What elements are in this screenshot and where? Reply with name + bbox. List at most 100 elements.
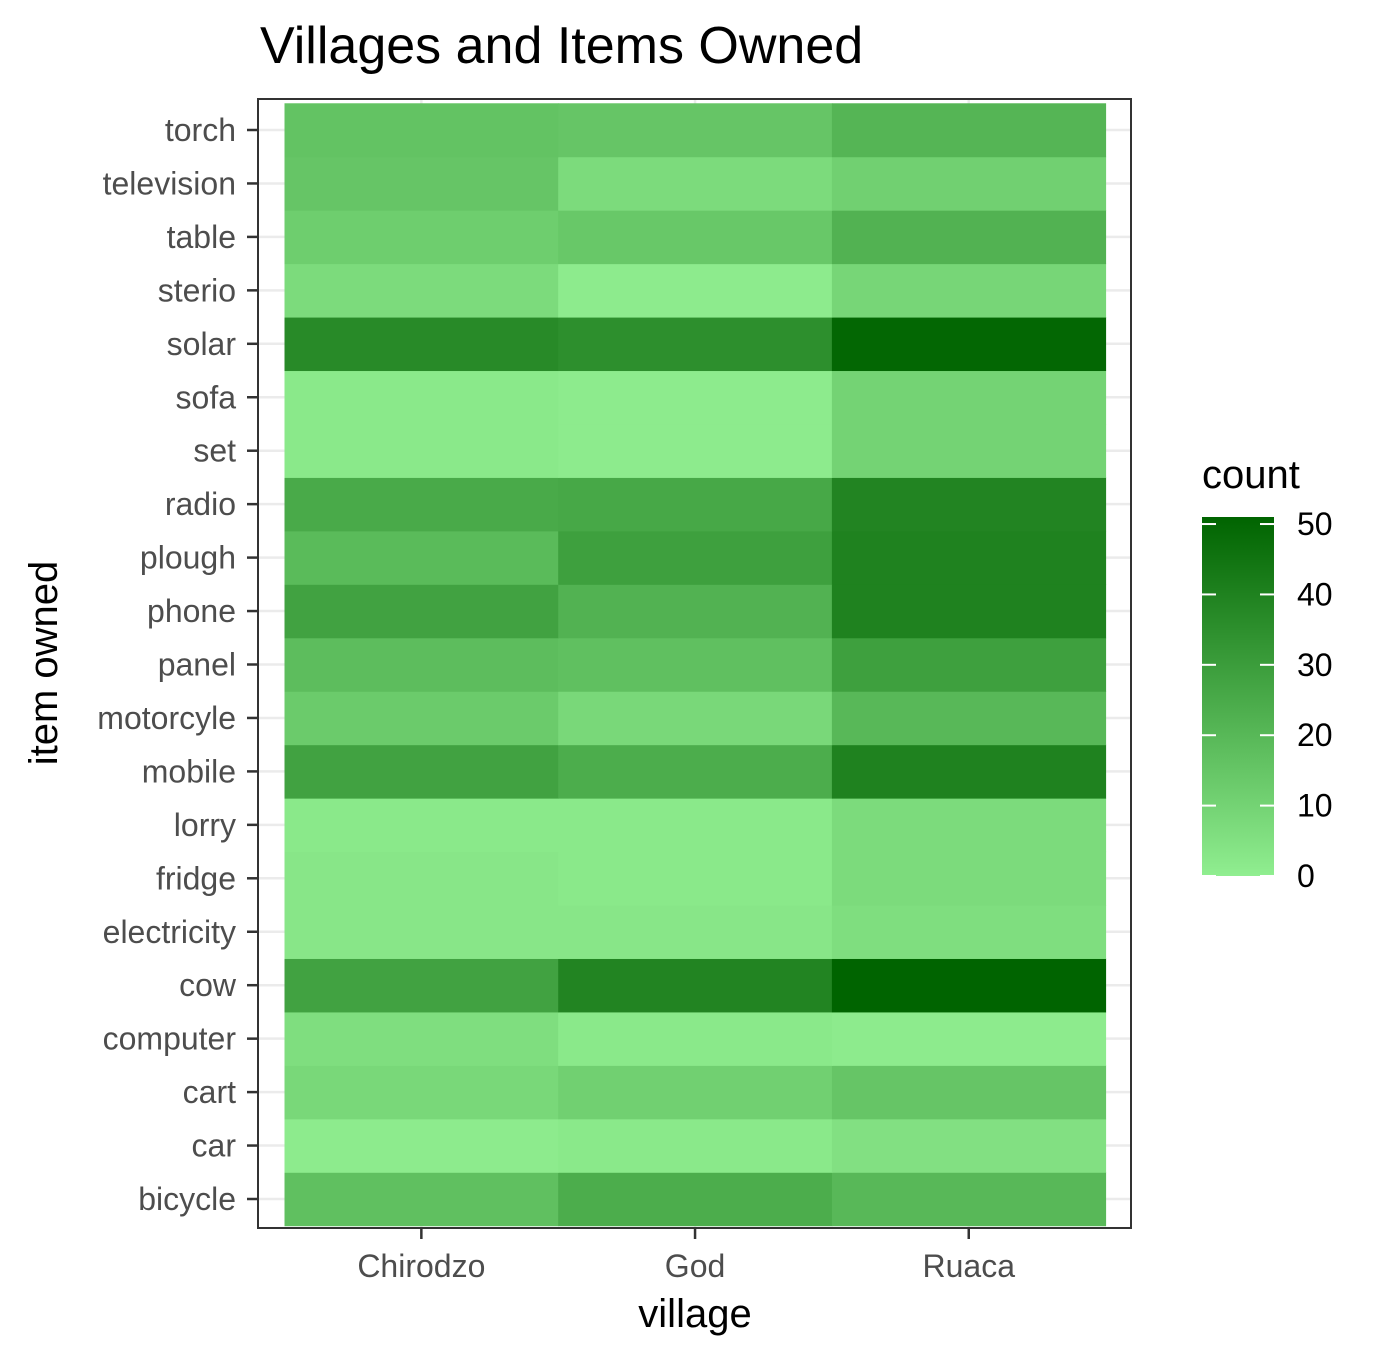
heatmap-tile	[284, 584, 559, 639]
heatmap-tile	[831, 156, 1107, 211]
y-tick-label: cow	[179, 967, 237, 1003]
heatmap-tile	[831, 370, 1107, 425]
heatmap-tile	[831, 1118, 1107, 1173]
x-tick-label: Ruaca	[923, 1248, 1016, 1284]
legend-tick-label: 30	[1297, 647, 1333, 683]
y-tick-label: cart	[183, 1074, 236, 1110]
y-tick-label: electricity	[103, 914, 236, 950]
heatmap-tile	[831, 263, 1107, 318]
heatmap-tile	[558, 584, 833, 639]
y-tick-label: radio	[165, 486, 236, 522]
heatmap-tile	[831, 423, 1107, 478]
heatmap-tile	[831, 1065, 1107, 1120]
heatmap-tile	[831, 317, 1107, 372]
heatmap-tile	[831, 1011, 1107, 1066]
y-tick-label: solar	[167, 326, 237, 362]
heatmap-tile	[284, 1172, 559, 1227]
heatmap-tile	[558, 744, 833, 799]
legend-colorbar	[1202, 517, 1274, 876]
heatmap-tile	[558, 637, 833, 692]
heatmap-tile	[831, 958, 1107, 1013]
heatmap-tile	[284, 263, 559, 318]
y-axis-title: item owned	[22, 561, 66, 766]
heatmap-tile	[558, 1011, 833, 1066]
heatmap-tiles	[284, 103, 1107, 1227]
heatmap-tile	[558, 103, 833, 158]
heatmap-tile	[831, 103, 1107, 158]
heatmap-tile	[558, 317, 833, 372]
heatmap-tile	[284, 156, 559, 211]
heatmap-tile	[831, 905, 1107, 959]
heatmap-tile	[558, 1172, 833, 1227]
y-tick-label: motorcyle	[97, 700, 236, 736]
legend-tick-label: 40	[1297, 576, 1333, 612]
heatmap-tile	[831, 744, 1107, 799]
heatmap-tile	[831, 210, 1107, 265]
heatmap-tile	[558, 263, 833, 318]
y-tick-label: sofa	[176, 379, 237, 415]
heatmap-tile	[558, 798, 833, 853]
y-tick-label: computer	[103, 1021, 237, 1057]
heatmap-tile	[831, 530, 1107, 585]
heatmap-tile	[831, 1172, 1107, 1227]
heatmap-tile	[284, 210, 559, 265]
heatmap-tile	[558, 958, 833, 1013]
heatmap-tile	[284, 370, 559, 425]
y-tick-label: set	[193, 433, 236, 469]
heatmap-tile	[558, 530, 833, 585]
x-tick-label: God	[665, 1248, 725, 1284]
y-tick-label: car	[192, 1128, 237, 1164]
heatmap-tile	[558, 210, 833, 265]
y-tick-label: fridge	[156, 860, 236, 896]
heatmap-tile	[831, 851, 1107, 906]
heatmap-tile	[558, 851, 833, 906]
heatmap-tile	[284, 798, 559, 853]
heatmap-tile	[558, 370, 833, 425]
heatmap-tile	[284, 1011, 559, 1066]
heatmap-tile	[558, 1065, 833, 1120]
chart-title: Villages and Items Owned	[260, 17, 863, 75]
heatmap-tile	[284, 958, 559, 1013]
heatmap-tile	[284, 691, 559, 746]
heatmap-tile	[831, 798, 1107, 853]
heatmap-tile	[284, 637, 559, 692]
heatmap-tile	[284, 905, 559, 959]
heatmap-tile	[284, 477, 559, 532]
heatmap-tile	[284, 1118, 559, 1173]
y-tick-label: table	[167, 219, 236, 255]
x-tick-label: Chirodzo	[357, 1248, 485, 1284]
y-tick-label: mobile	[142, 753, 236, 789]
heatmap-tile	[558, 691, 833, 746]
y-tick-label: lorry	[174, 807, 236, 843]
legend-tick-label: 0	[1297, 858, 1315, 894]
legend-tick-label: 10	[1297, 788, 1333, 824]
y-tick-label: panel	[158, 647, 236, 683]
heatmap-tile	[284, 317, 559, 372]
heatmap-tile	[558, 423, 833, 478]
y-tick-label: bicycle	[138, 1181, 236, 1217]
heatmap-tile	[831, 477, 1107, 532]
legend-tick-label: 50	[1297, 506, 1333, 542]
y-tick-label: plough	[140, 540, 236, 576]
y-tick-label: sterio	[158, 272, 236, 308]
heatmap-tile	[284, 103, 559, 158]
heatmap-tile	[284, 1065, 559, 1120]
y-tick-label: television	[103, 165, 236, 201]
color-legend: count 0 10 20 30 40 50	[1202, 453, 1333, 894]
y-axis: bicycle car cart computer cow electricity frid…	[97, 112, 258, 1217]
x-axis-title: village	[638, 1292, 751, 1336]
x-axis: Chirodzo God Ruaca	[357, 1228, 1015, 1284]
y-tick-label: torch	[165, 112, 236, 148]
heatmap-tile	[831, 637, 1107, 692]
heatmap-tile	[284, 744, 559, 799]
legend-title: count	[1202, 453, 1300, 497]
legend-tick-label: 20	[1297, 717, 1333, 753]
heatmap-tile	[831, 584, 1107, 639]
heatmap-tile	[558, 156, 833, 211]
heatmap-tile	[558, 477, 833, 532]
heatmap-tile	[284, 530, 559, 585]
y-tick-label: phone	[147, 593, 236, 629]
heatmap-tile	[284, 851, 559, 906]
heatmap-tile	[831, 691, 1107, 746]
